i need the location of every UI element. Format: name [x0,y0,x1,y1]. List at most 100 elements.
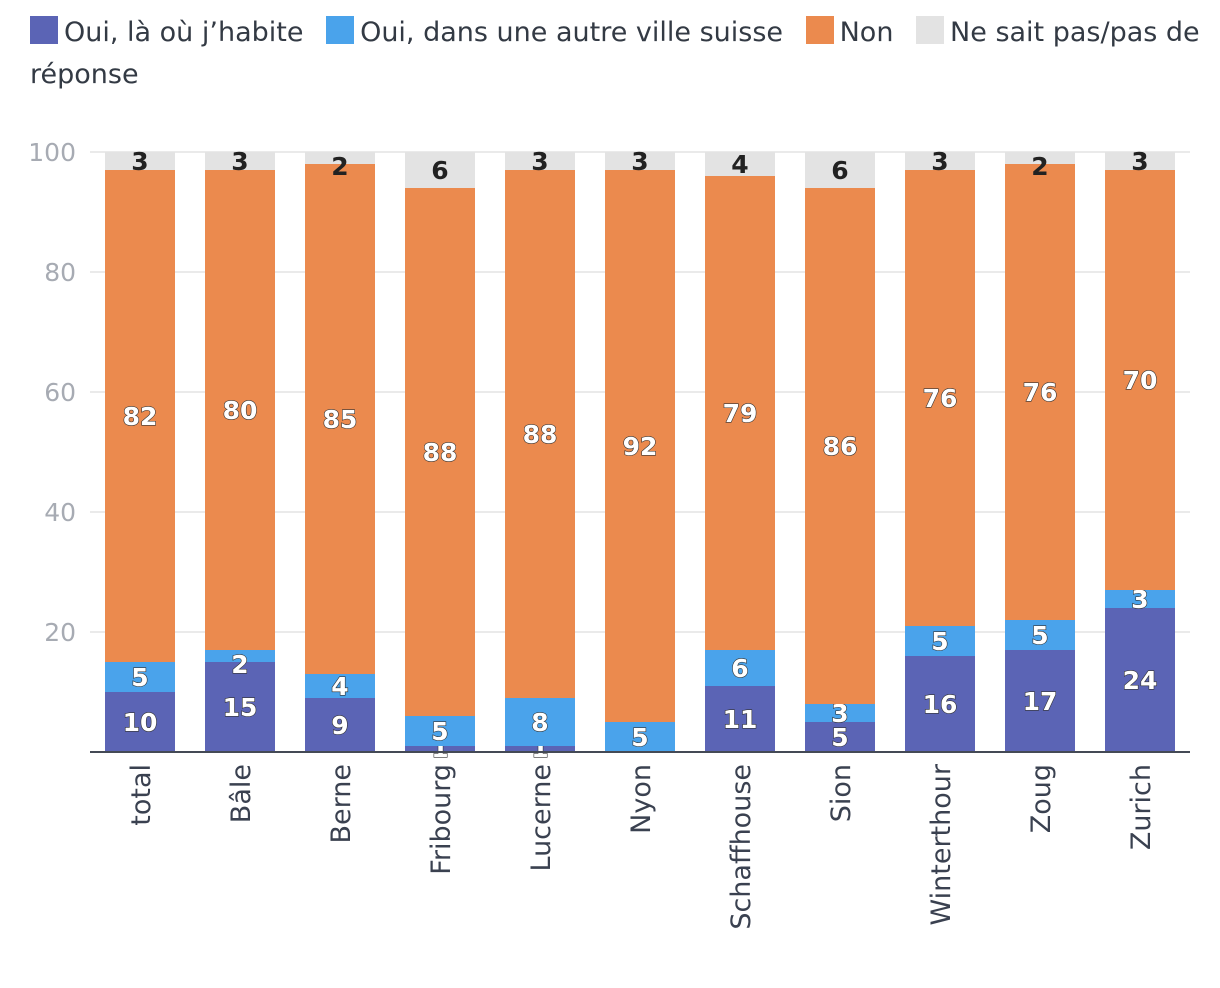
data-label: 11 [723,705,758,734]
bar-segment [905,152,975,170]
bar-segment [705,152,775,176]
x-tick-label: Bâle [226,764,257,823]
data-label: 88 [423,438,458,467]
data-label: 8 [531,708,548,737]
data-label: 2 [231,650,248,679]
bar-segment [505,746,575,752]
bar-segment [1105,152,1175,170]
y-tick-label: 20 [44,618,76,647]
bar-segment [1005,650,1075,752]
bar-segment [1005,620,1075,650]
bar-segment [105,662,175,692]
bar-segment [605,722,675,752]
data-label: 85 [323,405,358,434]
bar-segment [305,674,375,698]
bar-segment [805,188,875,704]
data-label: 15 [223,693,258,722]
data-label: 3 [831,699,848,728]
legend-item[interactable]: Oui, là où j’habite [30,16,304,48]
bar-segment [1005,164,1075,620]
bar-segment [805,722,875,752]
x-tick-label: Zurich [1126,764,1157,850]
bar-segment [205,650,275,662]
bar-segment [505,152,575,170]
bar-segment [505,170,575,698]
data-label: 16 [923,690,958,719]
data-label: 6 [431,156,448,185]
data-label: 88 [523,420,558,449]
x-tick-label: Sion [826,764,857,822]
data-label: 76 [1023,378,1058,407]
data-label: 6 [731,654,748,683]
bar-segment [905,170,975,626]
x-tick-label: Schaffhouse [726,764,757,930]
data-label: 3 [631,147,648,176]
legend-item[interactable]: Non [805,16,894,48]
bar-segment [305,152,375,164]
legend-label: Ne sait pas/pas de réponse [30,17,1200,90]
y-tick-label: 60 [44,378,76,407]
data-label: 2 [331,152,348,181]
data-label: 3 [931,147,948,176]
bar-segment [205,170,275,650]
bar-segment [205,662,275,752]
data-label: 76 [923,384,958,413]
bar-segment [405,716,475,746]
bar-segment [705,176,775,650]
bar-segment [705,650,775,686]
data-label: 5 [631,723,648,752]
data-label: 92 [623,432,658,461]
legend-item[interactable]: Oui, dans une autre ville suisse [326,16,783,48]
data-label: 70 [1123,366,1158,395]
bar-segment [405,746,475,752]
y-tick-label: 100 [28,138,76,167]
legend-label: Non [839,17,894,48]
legend: Oui, là où j’habite Oui, dans une autre … [30,12,1200,96]
legend-swatch [326,16,355,44]
data-label: 5 [931,627,948,656]
bar-segment [1105,608,1175,752]
y-tick-label: 40 [44,498,76,527]
bar-segment [505,698,575,746]
x-tick-label: Winterthour [926,763,957,925]
bar-segment [105,692,175,752]
bar-segment [305,698,375,752]
bar-segment [205,152,275,170]
data-label: 9 [331,711,348,740]
bar-segment [1005,152,1075,164]
legend-label: Oui, là où j’habite [64,17,304,48]
bar-segment [605,152,675,170]
data-label: 3 [1131,585,1148,614]
bar-segment [1105,590,1175,608]
x-tick-label: total [126,764,157,826]
data-label: 5 [131,663,148,692]
data-label: 80 [223,396,258,425]
x-tick-label: Nyon [626,764,657,834]
data-label: 3 [131,147,148,176]
legend-swatch [805,16,834,44]
data-label: 24 [1123,666,1158,695]
data-label: 4 [731,150,748,179]
bar-segment [905,656,975,752]
data-label: 5 [1031,621,1048,650]
legend-swatch [30,16,58,44]
bar-segment [105,170,175,662]
x-tick-label: Zoug [1026,764,1057,833]
data-label: 79 [723,399,758,428]
x-tick-label: Berne [326,764,357,843]
bar-segment [1105,170,1175,590]
bar-segment [105,152,175,170]
data-label: 2 [1031,152,1048,181]
bar-segment [305,164,375,674]
data-label: 6 [831,156,848,185]
data-label: 5 [431,717,448,746]
data-label: 82 [123,402,158,431]
bar-segment [405,188,475,716]
bar-segment [805,152,875,188]
bar-segment [705,686,775,752]
legend-swatch [916,16,945,44]
data-label: 5 [831,723,848,752]
bar-segment [805,704,875,722]
legend-item[interactable]: Ne sait pas/pas de réponse [30,16,1200,90]
